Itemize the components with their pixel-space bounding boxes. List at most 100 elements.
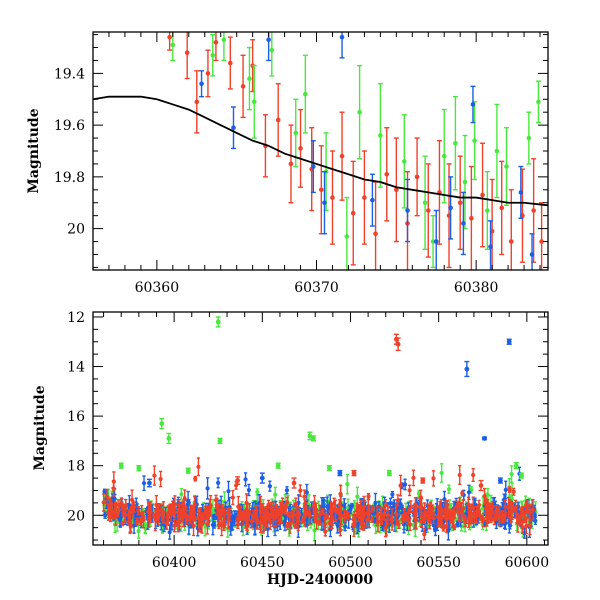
blue-data-point (321, 170, 327, 235)
green-data-point (345, 473, 350, 495)
red-data-point (515, 512, 520, 533)
red-data-point (509, 503, 514, 518)
red-data-point (109, 503, 115, 519)
red-data-point (358, 499, 364, 517)
green-data-point (344, 196, 350, 270)
red-data-point (244, 515, 249, 531)
red-data-point (184, 32, 190, 80)
red-data-point (454, 500, 460, 513)
red-data-point (480, 142, 486, 248)
red-data-point (508, 189, 514, 270)
red-data-point (148, 501, 153, 524)
y-tick-label: 20 (67, 222, 85, 238)
blue-data-point (373, 492, 378, 513)
top-y-axis-title: Magnitude (26, 108, 42, 193)
red-data-point (472, 510, 477, 524)
red-data-point (436, 139, 442, 245)
blue-outlier-point (464, 360, 470, 378)
y-tick-label: 12 (67, 310, 85, 326)
red-data-point (411, 469, 416, 487)
blue-data-point (304, 483, 309, 501)
x-tick-label: 60500 (328, 555, 373, 571)
red-data-point (477, 510, 482, 521)
blue-data-point (141, 475, 147, 492)
green-data-point (269, 32, 275, 77)
red-data-point (502, 513, 507, 520)
green-outlier-point (136, 464, 142, 472)
red-data-point (172, 518, 177, 533)
red-data-point (402, 507, 407, 523)
red-data-point (187, 512, 193, 522)
green-data-point (494, 103, 500, 199)
red-data-point (122, 506, 127, 523)
red-data-point (467, 510, 472, 524)
green-data-point (210, 33, 216, 77)
red-data-point (417, 497, 422, 517)
blue-data-point (267, 480, 272, 492)
red-data-point (293, 497, 298, 511)
green-outlier-point (166, 432, 172, 445)
green-data-point (221, 32, 227, 62)
y-tick-label: 14 (67, 360, 85, 376)
red-data-point (366, 498, 371, 522)
red-data-point (431, 512, 436, 525)
red-data-point (111, 480, 116, 497)
red-data-point (511, 487, 516, 496)
red-data-point (193, 475, 198, 482)
red-data-point (393, 137, 399, 243)
red-data-point (307, 506, 312, 525)
red-data-point (459, 501, 464, 523)
blue-data-point (216, 477, 221, 489)
red-outlier-point (420, 477, 426, 484)
red-data-point (303, 501, 308, 515)
red-data-point (379, 506, 384, 526)
blue-outlier-point (506, 338, 512, 345)
red-data-point (527, 503, 533, 522)
red-outlier-point (291, 477, 297, 489)
red-data-point (184, 516, 190, 525)
red-data-point (457, 464, 462, 485)
red-data-point (127, 509, 132, 522)
red-data-point (350, 160, 356, 266)
red-data-point (213, 32, 219, 62)
blue-data-point (518, 165, 524, 219)
blue-data-point (442, 490, 447, 508)
green-data-point (302, 54, 308, 134)
red-data-point (191, 515, 196, 537)
red-data-point (430, 504, 435, 513)
red-data-point (213, 494, 219, 506)
blue-data-point (246, 483, 251, 497)
red-data-point (436, 506, 441, 528)
red-data-point (235, 520, 241, 530)
red-data-point (226, 507, 231, 530)
red-data-point (461, 499, 466, 518)
red-data-point (220, 504, 225, 514)
blue-data-point (266, 32, 272, 62)
green-outlier-point (215, 316, 221, 328)
red-data-point (497, 511, 503, 523)
red-data-point (414, 510, 419, 530)
y-tick-label: 20 (67, 508, 85, 524)
blue-data-point (529, 233, 535, 270)
red-data-point (135, 517, 140, 526)
red-data-point (494, 504, 499, 517)
green-outlier-point (185, 467, 191, 474)
red-data-point (492, 512, 497, 526)
x-tick-label: 60360 (135, 280, 180, 296)
blue-data-point (470, 85, 476, 124)
top-data-points (167, 32, 545, 270)
y-tick-label: 19.4 (54, 66, 85, 82)
red-data-point (172, 495, 178, 514)
blue-data-point (343, 521, 348, 532)
red-data-point (338, 484, 343, 504)
red-data-point (205, 513, 210, 535)
red-data-point (230, 489, 235, 506)
red-data-point (262, 507, 268, 525)
red-data-point (370, 505, 375, 513)
blue-data-point (460, 191, 466, 256)
blue-data-point (348, 505, 353, 515)
bottom-y-axis-title: Magnitude (32, 385, 48, 470)
red-data-point (354, 502, 359, 518)
x-tick-label: 60400 (152, 555, 197, 571)
green-outlier-point (513, 462, 519, 470)
